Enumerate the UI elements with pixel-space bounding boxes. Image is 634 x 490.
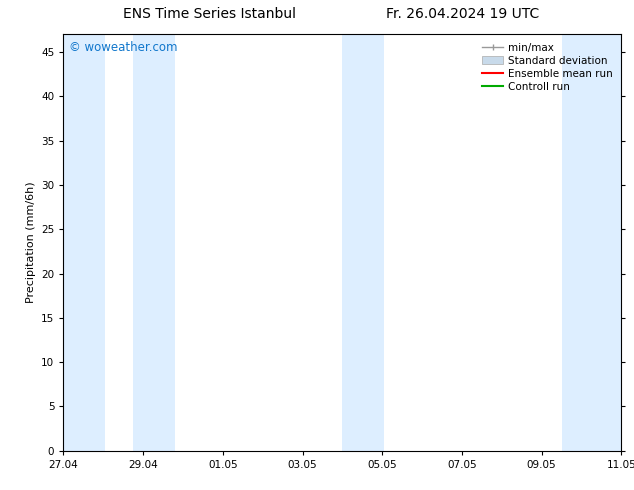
Text: ENS Time Series Istanbul: ENS Time Series Istanbul — [123, 7, 295, 22]
Y-axis label: Precipitation (mm/6h): Precipitation (mm/6h) — [25, 182, 36, 303]
Bar — [342, 34, 384, 451]
Text: Fr. 26.04.2024 19 UTC: Fr. 26.04.2024 19 UTC — [386, 7, 540, 22]
Bar — [133, 34, 175, 451]
Text: © woweather.com: © woweather.com — [69, 41, 178, 53]
Bar — [63, 34, 105, 451]
Legend: min/max, Standard deviation, Ensemble mean run, Controll run: min/max, Standard deviation, Ensemble me… — [479, 40, 616, 95]
Bar — [562, 34, 621, 451]
